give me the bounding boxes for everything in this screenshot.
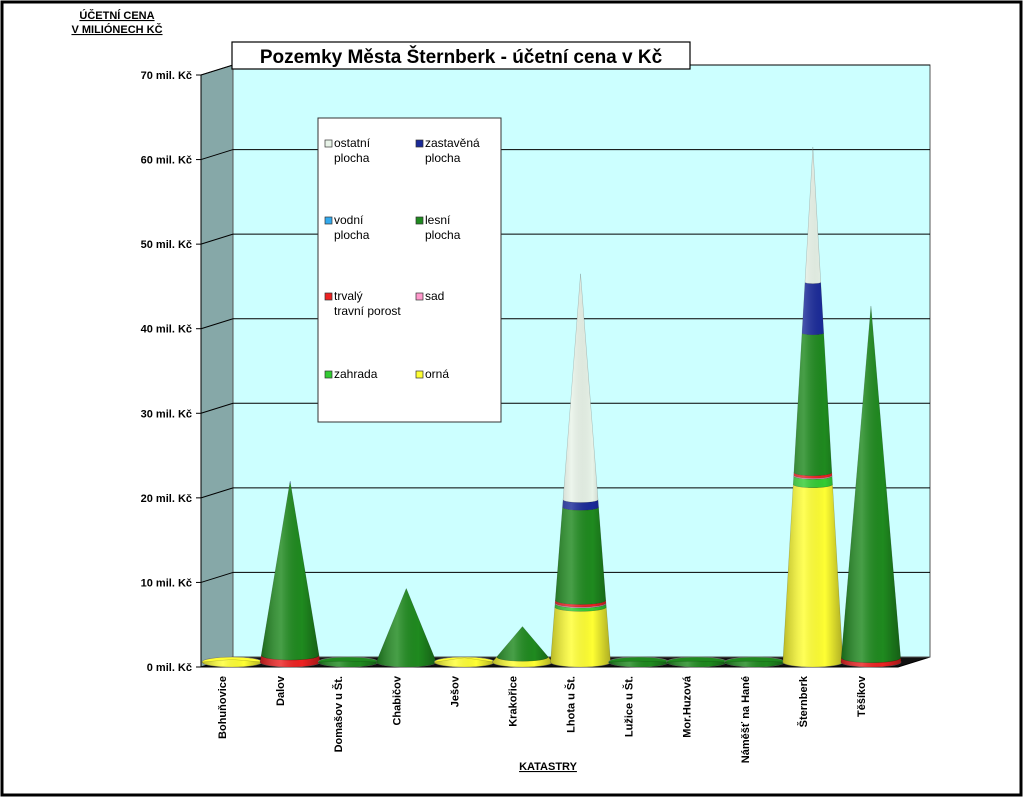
- cone-shading: [666, 661, 727, 668]
- gridline-side: [200, 318, 234, 330]
- cone-2: [317, 656, 379, 668]
- x-tick-label: Náměšť na Hané: [740, 676, 752, 763]
- cone-4: [434, 656, 495, 668]
- x-tick-label: Krakořice: [507, 676, 519, 727]
- legend-label: plocha: [425, 228, 461, 242]
- cone-6: [550, 273, 611, 668]
- x-tick-label: Lhota u Št.: [565, 676, 578, 733]
- y-tick-label: 70 mil. Kč: [141, 70, 192, 82]
- legend-swatch: [324, 292, 333, 301]
- cone-shading: [550, 273, 611, 668]
- cone-8: [666, 656, 728, 668]
- cones: [201, 146, 902, 668]
- x-tick-label: Bohuňovice: [217, 676, 229, 739]
- x-tick-label: Šternberk: [797, 675, 810, 727]
- x-tick-label: Chabičov: [391, 675, 403, 725]
- title-box: [231, 41, 691, 70]
- cone-shading: [782, 146, 843, 668]
- y-tick-label: 60 mil. Kč: [141, 155, 192, 167]
- y-tick-label: 0 mil. Kč: [147, 662, 192, 674]
- legend: ostatníplochazastavěnáplochavodníplochal…: [317, 117, 502, 423]
- x-axis-label: KATASTRY: [519, 761, 578, 773]
- legend-swatch: [415, 292, 424, 301]
- legend-label: orná: [425, 367, 449, 381]
- cone-shading: [724, 661, 785, 668]
- x-tick-label: Těšíkov: [856, 675, 868, 717]
- legend-swatch: [324, 370, 333, 379]
- legend-swatch: [415, 370, 424, 379]
- cone-0: [201, 656, 263, 668]
- y-tick-label: 20 mil. Kč: [141, 493, 192, 505]
- gridline-side: [200, 402, 234, 414]
- x-tick-label: Ješov: [449, 675, 461, 707]
- legend-label: sad: [425, 289, 444, 303]
- y-tick-label: 50 mil. Kč: [141, 239, 192, 251]
- y-tick-label: 40 mil. Kč: [141, 324, 192, 336]
- chart-title: Pozemky Města Šternberk - účetní cena v …: [260, 46, 663, 68]
- gridline-side: [200, 487, 234, 499]
- legend-label: ostatní: [334, 136, 371, 150]
- legend-label: lesní: [425, 213, 451, 227]
- y-tick-label: 30 mil. Kč: [141, 408, 192, 420]
- legend-swatch: [415, 139, 424, 148]
- gridline-side: [200, 571, 234, 583]
- legend-item: sad: [415, 289, 444, 303]
- legend-label: plocha: [334, 228, 370, 242]
- cone-5: [492, 626, 553, 668]
- x-tick-label: Dalov: [275, 675, 287, 706]
- gridline-side: [200, 233, 234, 245]
- cone-10: [782, 146, 844, 668]
- legend-swatch: [415, 216, 424, 225]
- legend-swatch: [324, 216, 333, 225]
- side-wall: [200, 64, 234, 668]
- cone-7: [608, 656, 669, 668]
- legend-item: zahrada: [324, 367, 378, 381]
- x-tick-label: Lužice u Št.: [623, 676, 636, 737]
- y-axis-ticks: 0 mil. Kč 10 mil. Kč 20 mil. Kč 30 mil. Kč 4…: [141, 70, 202, 674]
- x-tick-label: Mor.Huzová: [682, 675, 694, 738]
- y-axis-label-line-2: V MILIÓNECH KČ: [71, 23, 162, 36]
- legend-item: orná: [415, 367, 449, 381]
- legend-swatch: [324, 139, 333, 148]
- cone-shading: [492, 626, 553, 667]
- legend-label: trvalý: [334, 289, 363, 303]
- legend-box: [317, 117, 502, 423]
- legend-label: vodní: [334, 213, 364, 227]
- y-axis-label-line-1: ÚČETNÍ CENA: [79, 9, 154, 22]
- cone-shading: [376, 588, 437, 668]
- cone-1: [259, 480, 321, 668]
- legend-label: travní porost: [334, 304, 401, 318]
- cone-shading: [318, 661, 379, 668]
- legend-label: zahrada: [334, 367, 378, 381]
- y-tick-label: 10 mil. Kč: [141, 577, 192, 589]
- cone-shading: [260, 481, 321, 668]
- legend-label: plocha: [425, 151, 461, 165]
- cone-shading: [608, 661, 669, 668]
- gridline-side: [200, 64, 234, 76]
- legend-label: zastavěná: [425, 136, 480, 150]
- legend-label: plocha: [334, 151, 370, 165]
- x-tick-label: Domašov u Št.: [332, 676, 345, 752]
- x-axis-ticks: Bohuňovice Dalov Domašov u Št. Chabičov Ješo…: [217, 675, 868, 763]
- cone-shading: [434, 657, 495, 668]
- cone-9: [724, 656, 786, 668]
- cone-shading: [202, 659, 263, 667]
- cone-11: [840, 305, 902, 668]
- cone-shading: [840, 305, 901, 668]
- gridline-side: [200, 149, 234, 161]
